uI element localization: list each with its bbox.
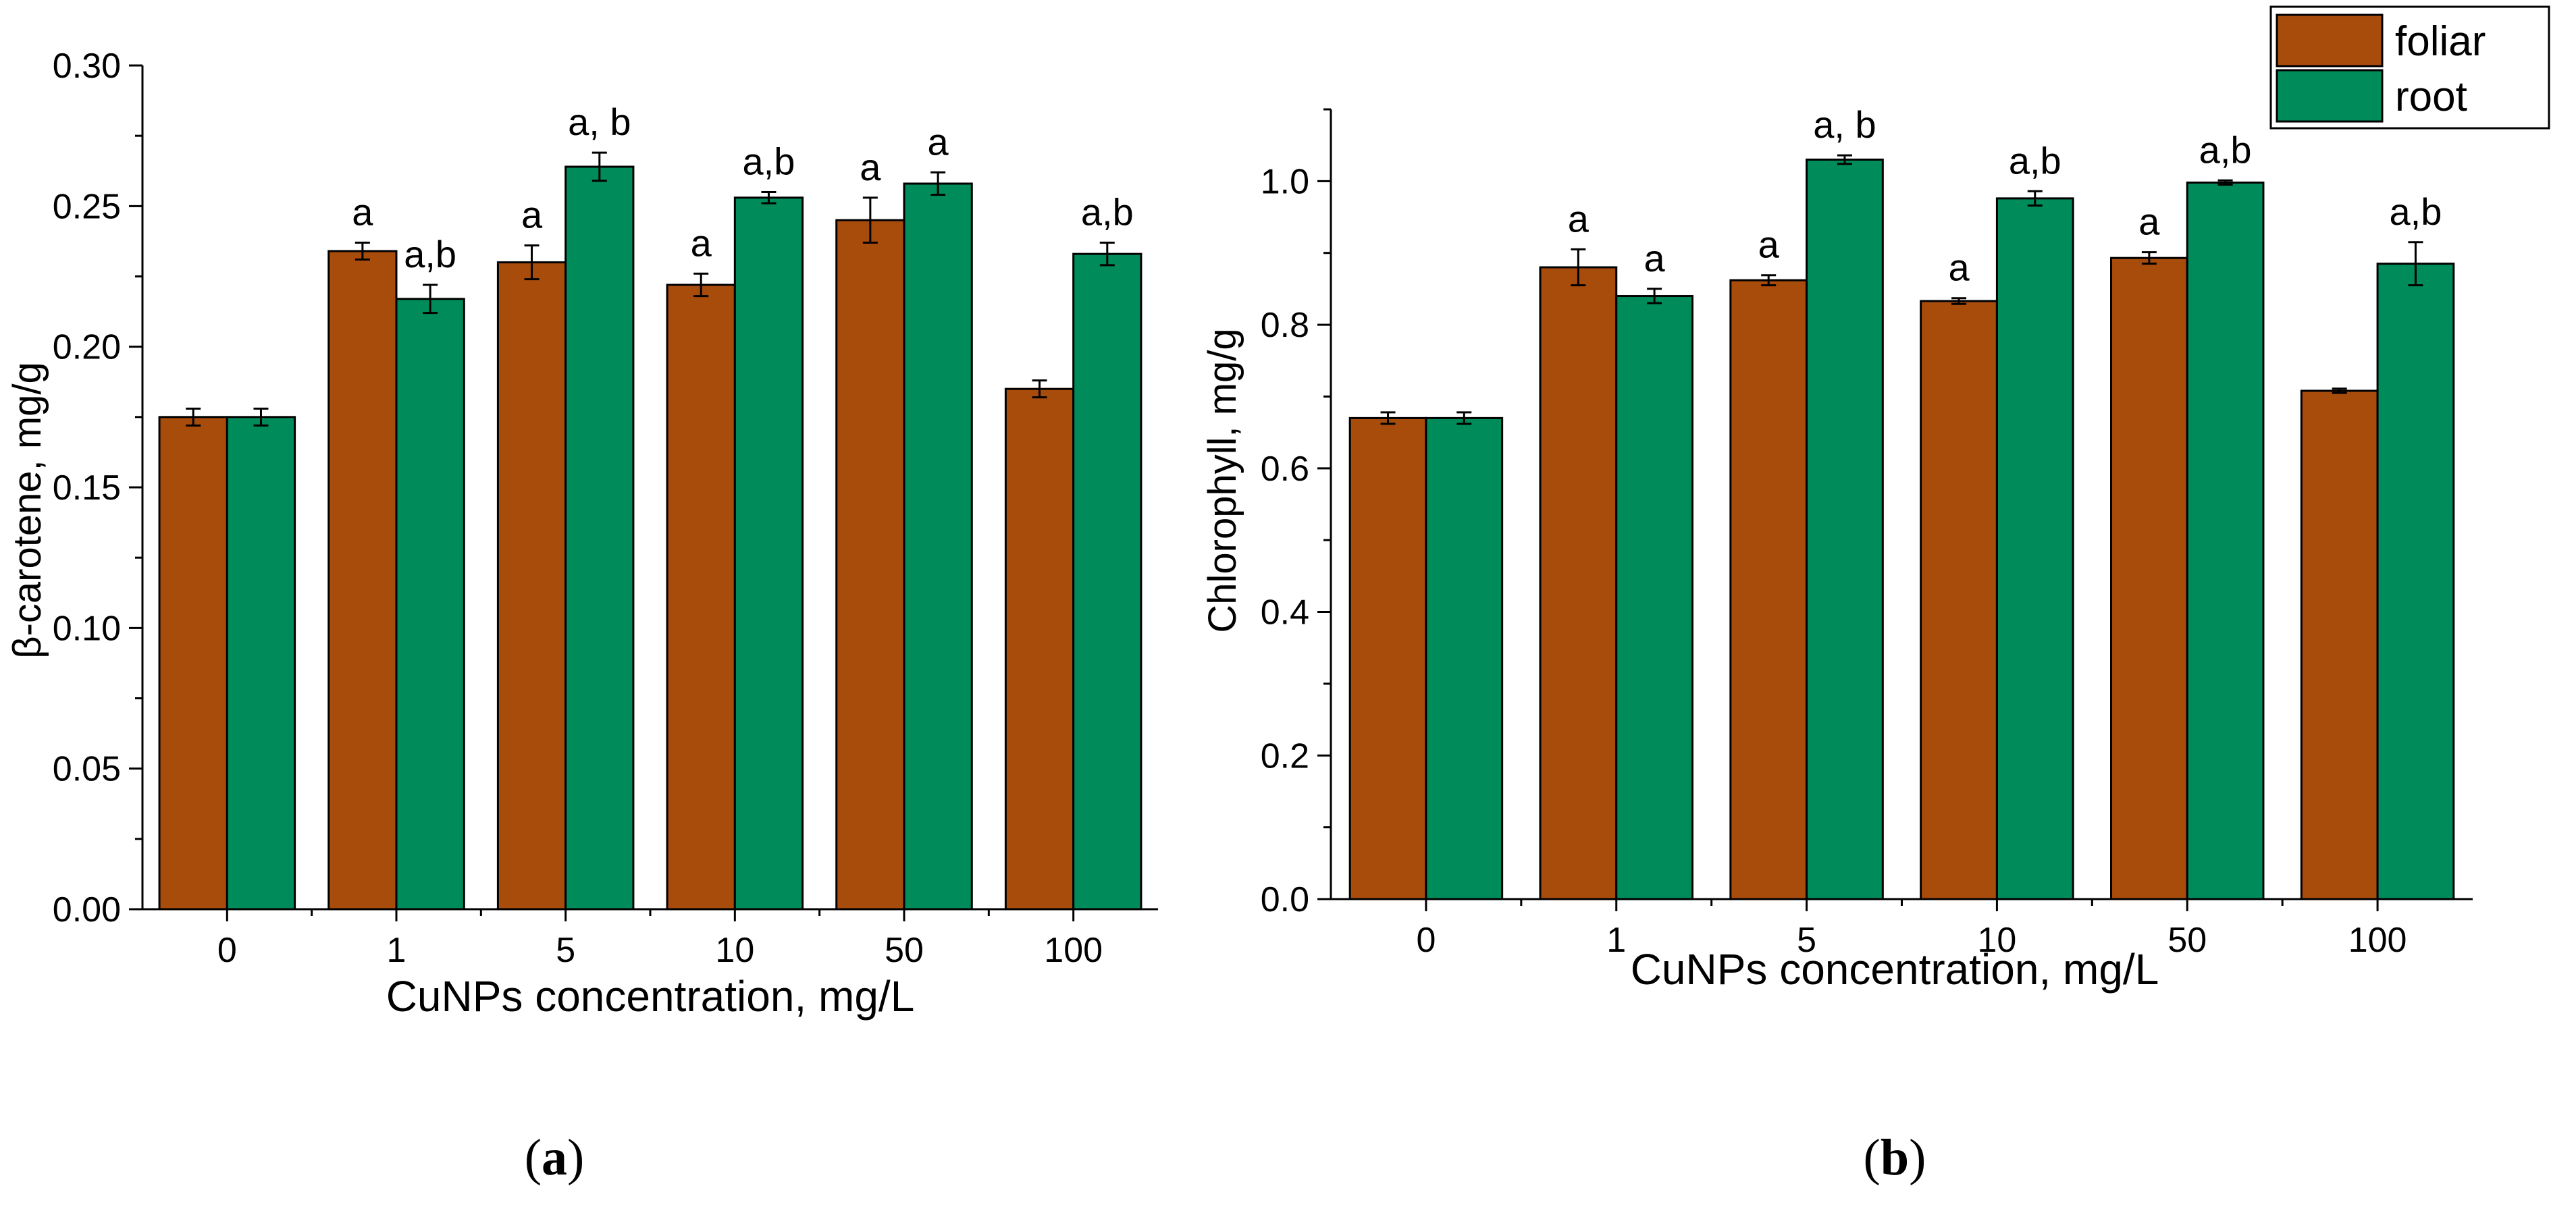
annotations-b: a a a a, b a a,b a a,b a,b	[1568, 103, 2442, 289]
error-bars-a	[186, 151, 1115, 427]
annotation-root-5-a: a, b	[568, 101, 631, 143]
panel-label-letter-b: b	[1881, 1129, 1909, 1186]
bar-root-50-a	[903, 182, 973, 911]
bar-root-10-b	[1995, 197, 2074, 900]
tick-labels-b: 0 1 5 10 50 100 0.0 0.2 0.4 0.6 0.8 1.0	[1261, 162, 2407, 960]
annotation-foliar-5-b: a	[1758, 223, 1780, 266]
bar-foliar-0-a	[158, 416, 228, 911]
x-tick-label-100-a: 100	[1044, 931, 1103, 970]
annotation-root-10-a: a,b	[743, 140, 795, 183]
x-axis-title-b: CuNPs concentration, mg/L	[1631, 945, 2159, 994]
bar-root-100-b	[2376, 263, 2455, 900]
legend-swatch-foliar	[2276, 14, 2384, 68]
x-tick-label-0-b: 0	[1416, 921, 1436, 960]
y-tick-label-0.6-b: 0.6	[1261, 450, 1309, 489]
bar-root-0-a	[226, 416, 296, 911]
bar-foliar-100-a	[1004, 387, 1075, 911]
annotation-foliar-1-b: a	[1568, 197, 1589, 240]
y-axis-title-b: Chlorophyll, mg/g	[1201, 328, 1244, 632]
axes-a	[129, 64, 1158, 921]
x-tick-label-10-b: 10	[1977, 921, 2016, 960]
annotation-foliar-10-b: a	[1948, 246, 1970, 289]
bars-b	[1348, 158, 2455, 900]
bar-foliar-1-a	[327, 250, 398, 911]
y-tick-label-0.15-a: 0.15	[53, 468, 121, 508]
tick-labels-a: 0 1 5 10 50 100 0.00 0.05 0.10 0.15 0.20 0.25 0.30	[53, 47, 1103, 970]
bar-foliar-10-b	[1920, 300, 1998, 900]
x-tick-label-10-a: 10	[715, 931, 754, 970]
x-tick-label-5-a: 5	[556, 931, 575, 970]
annotation-root-100-b: a,b	[2390, 190, 2442, 233]
bar-root-1-b	[1615, 295, 1693, 900]
bar-foliar-50-b	[2110, 256, 2188, 900]
x-tick-label-100-b: 100	[2348, 921, 2407, 960]
panel-label-letter-a: a	[542, 1129, 567, 1186]
x-axis-title-a: CuNPs concentration, mg/L	[386, 972, 915, 1021]
bar-root-5-b	[1806, 158, 1884, 900]
bar-foliar-1-b	[1539, 266, 1618, 900]
y-tick-label-0.05-a: 0.05	[53, 750, 121, 789]
y-axis-title-a: β-carotene, mg/g	[5, 362, 49, 659]
y-tick-label-0.0-b: 0.0	[1261, 880, 1309, 919]
y-tick-label-0.2-b: 0.2	[1261, 736, 1309, 776]
chart-panel-b: a a a a, b a a,b a a,b a,b 0 1 5 10 50 100 0.0 0.2 0.4 0.…	[1201, 5, 2550, 1186]
annotation-foliar-50-a: a	[860, 146, 881, 188]
y-tick-label-0.8-b: 0.8	[1261, 306, 1309, 345]
annotation-root-10-b: a,b	[2009, 139, 2061, 182]
annotations-a: a a,b a a, b a a,b a a a,b	[352, 101, 1133, 275]
x-tick-label-50-a: 50	[885, 931, 924, 970]
annotation-foliar-50-b: a	[2138, 200, 2160, 243]
y-tick-label-0.10-a: 0.10	[53, 609, 121, 648]
annotation-foliar-5-a: a	[521, 194, 543, 236]
legend-label-foliar: foliar	[2395, 18, 2486, 65]
panel-label-b: (b)	[1864, 1129, 1926, 1186]
y-tick-label-0.25-a: 0.25	[53, 187, 121, 226]
y-tick-label-0.20-a: 0.20	[53, 328, 121, 367]
bar-root-100-a	[1072, 252, 1142, 911]
x-tick-label-50-b: 50	[2167, 921, 2207, 960]
error-bars-b	[1380, 154, 2423, 425]
panel-label-a: (a)	[525, 1129, 585, 1186]
bar-foliar-10-a	[666, 284, 736, 911]
axes-b	[1317, 108, 2473, 911]
bar-foliar-5-b	[1729, 279, 1808, 900]
x-tick-label-1-a: 1	[387, 931, 406, 970]
legend: foliar root	[2269, 5, 2550, 130]
y-tick-label-0.4-b: 0.4	[1261, 593, 1309, 632]
x-tick-label-1-b: 1	[1606, 921, 1626, 960]
y-tick-label-1.0-b: 1.0	[1261, 162, 1309, 201]
annotation-foliar-1-a: a	[352, 191, 373, 234]
y-tick-label-0.00-a: 0.00	[53, 890, 121, 929]
bars-a	[158, 165, 1142, 911]
legend-swatch-root	[2276, 69, 2384, 123]
bar-root-1-a	[395, 298, 465, 911]
chart-panel-a: a a,b a a, b a a,b a a a,b 0 1 5 10 50 100 0.00 0.05 0.1…	[5, 47, 1158, 1186]
bar-root-10-a	[733, 196, 804, 911]
bar-root-0-b	[1425, 416, 1504, 900]
legend-label-root: root	[2395, 74, 2467, 120]
annotation-root-5-b: a, b	[1813, 103, 1876, 146]
bar-foliar-5-a	[496, 261, 567, 911]
bar-foliar-50-a	[835, 219, 905, 911]
annotation-foliar-10-a: a	[691, 221, 712, 264]
bar-root-5-a	[564, 165, 635, 911]
annotation-root-1-a: a,b	[404, 233, 456, 275]
x-tick-label-5-b: 5	[1797, 921, 1816, 960]
annotation-root-1-b: a	[1644, 237, 1666, 279]
bar-foliar-0-b	[1348, 416, 1427, 900]
y-tick-label-0.30-a: 0.30	[53, 47, 121, 86]
annotation-root-100-a: a,b	[1081, 191, 1134, 234]
annotation-root-50-a: a	[928, 120, 949, 163]
bar-root-50-b	[2186, 181, 2265, 900]
annotation-root-50-b: a,b	[2199, 128, 2252, 171]
x-tick-label-0-a: 0	[217, 931, 237, 970]
bar-foliar-100-b	[2300, 389, 2379, 900]
